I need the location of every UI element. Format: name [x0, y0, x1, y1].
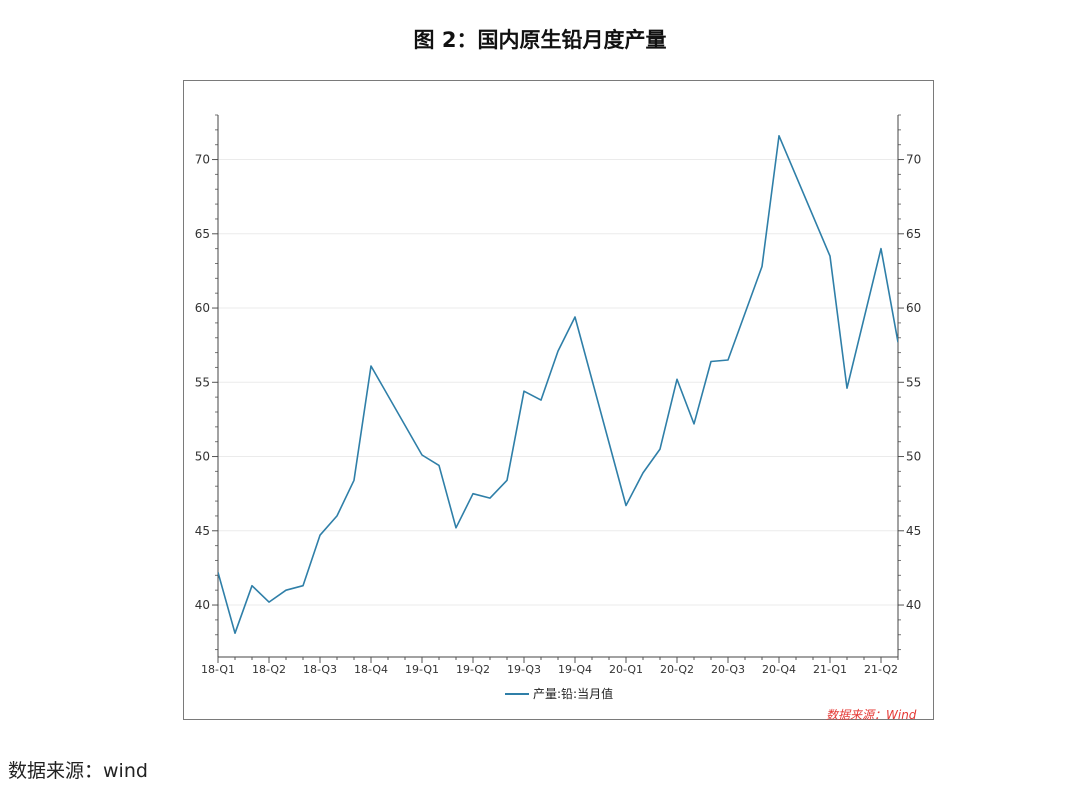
- y-tick-label-left: 65: [195, 227, 210, 241]
- y-tick-label-left: 50: [195, 450, 210, 464]
- y-tick-label-right: 40: [906, 598, 921, 612]
- chart-source-watermark: 数据来源：Wind: [826, 708, 917, 722]
- y-tick-label-right: 65: [906, 227, 921, 241]
- chart-legend: 产量:铅:当月值: [505, 685, 613, 702]
- y-tick-label-right: 60: [906, 301, 921, 315]
- x-tick-label: 18-Q2: [252, 663, 286, 676]
- x-tick-label: 18-Q3: [303, 663, 337, 676]
- x-tick-label: 20-Q4: [762, 663, 796, 676]
- y-tick-label-right: 45: [906, 524, 921, 538]
- x-tick-label: 20-Q3: [711, 663, 745, 676]
- x-tick-label: 20-Q2: [660, 663, 694, 676]
- y-tick-label-left: 40: [195, 598, 210, 612]
- chart-frame: [183, 80, 934, 720]
- source-note: 数据来源：wind: [8, 760, 148, 782]
- legend-swatch: [505, 692, 529, 695]
- y-tick-label-right: 55: [906, 375, 921, 389]
- series-line: [218, 135, 898, 635]
- x-tick-label: 19-Q1: [405, 663, 439, 676]
- y-tick-label-left: 55: [195, 375, 210, 389]
- x-tick-label: 21-Q2: [864, 663, 898, 676]
- x-tick-label: 21-Q1: [813, 663, 847, 676]
- x-tick-label: 19-Q2: [456, 663, 490, 676]
- x-tick-label: 20-Q1: [609, 663, 643, 676]
- x-tick-label: 19-Q3: [507, 663, 541, 676]
- x-tick-label: 18-Q4: [354, 663, 388, 676]
- y-tick-label-right: 70: [906, 153, 921, 167]
- x-tick-label: 18-Q1: [201, 663, 235, 676]
- figure-title: 图 2：国内原生铅月度产量: [413, 28, 667, 52]
- y-tick-label-left: 45: [195, 524, 210, 538]
- y-tick-label-left: 70: [195, 153, 210, 167]
- legend-label: 产量:铅:当月值: [533, 687, 614, 701]
- y-tick-label-left: 60: [195, 301, 210, 315]
- x-tick-label: 19-Q4: [558, 663, 592, 676]
- y-tick-label-right: 50: [906, 450, 921, 464]
